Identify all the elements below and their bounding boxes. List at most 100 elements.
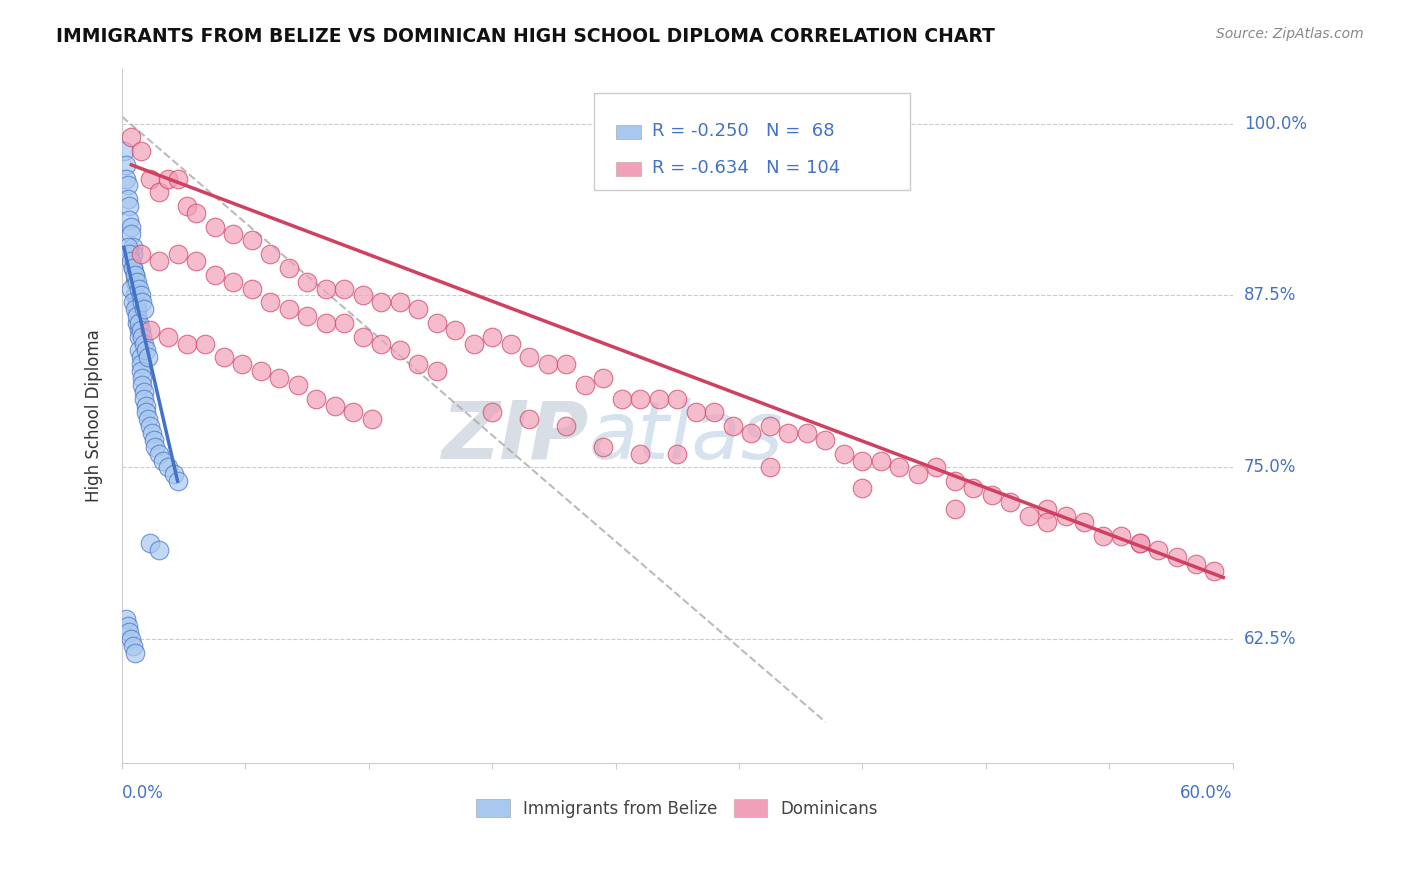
- Point: [129, 364, 152, 378]
- Point: [1000, 495, 1022, 509]
- Point: [370, 336, 392, 351]
- Point: [139, 536, 162, 550]
- Point: [124, 288, 146, 302]
- Point: [231, 357, 253, 371]
- Point: [517, 412, 540, 426]
- Point: [204, 219, 226, 234]
- Point: [352, 330, 374, 344]
- Point: [141, 425, 163, 440]
- Point: [444, 323, 467, 337]
- Point: [117, 192, 139, 206]
- Point: [259, 247, 281, 261]
- Point: [889, 460, 911, 475]
- Point: [157, 330, 180, 344]
- Text: ZIP: ZIP: [441, 398, 589, 475]
- Bar: [616, 126, 641, 139]
- Point: [131, 371, 153, 385]
- Point: [1111, 529, 1133, 543]
- Point: [537, 357, 560, 371]
- Point: [166, 474, 188, 488]
- Point: [240, 282, 263, 296]
- Point: [120, 130, 142, 145]
- Point: [406, 357, 429, 371]
- Point: [759, 460, 782, 475]
- Point: [295, 275, 318, 289]
- Point: [406, 302, 429, 317]
- Y-axis label: High School Diploma: High School Diploma: [86, 329, 103, 502]
- Point: [1147, 543, 1170, 558]
- Point: [134, 392, 156, 406]
- Point: [277, 302, 299, 317]
- Text: 87.5%: 87.5%: [1244, 286, 1296, 304]
- Point: [592, 371, 614, 385]
- Point: [114, 612, 136, 626]
- Point: [426, 364, 449, 378]
- Point: [212, 351, 235, 365]
- Point: [148, 447, 170, 461]
- Point: [295, 309, 318, 323]
- Point: [135, 405, 157, 419]
- Point: [122, 295, 145, 310]
- Point: [124, 275, 146, 289]
- Point: [481, 330, 503, 344]
- Point: [666, 392, 689, 406]
- Point: [136, 412, 159, 426]
- Point: [628, 447, 651, 461]
- Point: [129, 247, 152, 261]
- Text: 100.0%: 100.0%: [1244, 114, 1306, 133]
- Point: [370, 295, 392, 310]
- Point: [124, 646, 146, 660]
- Point: [703, 405, 725, 419]
- Point: [943, 474, 966, 488]
- Point: [122, 639, 145, 653]
- Point: [118, 625, 141, 640]
- Point: [305, 392, 328, 406]
- Point: [222, 227, 245, 241]
- Point: [555, 357, 578, 371]
- Point: [124, 302, 146, 317]
- Point: [157, 460, 180, 475]
- FancyBboxPatch shape: [593, 93, 911, 190]
- Point: [323, 399, 346, 413]
- Point: [648, 392, 671, 406]
- Point: [352, 288, 374, 302]
- Point: [134, 384, 156, 399]
- Point: [166, 247, 188, 261]
- Point: [125, 309, 148, 323]
- Text: 0.0%: 0.0%: [122, 784, 165, 802]
- Point: [925, 460, 948, 475]
- Point: [1036, 516, 1059, 530]
- Point: [610, 392, 633, 406]
- Point: [1129, 536, 1152, 550]
- Point: [117, 178, 139, 193]
- Point: [628, 392, 651, 406]
- Point: [796, 425, 818, 440]
- Point: [962, 481, 984, 495]
- Text: 62.5%: 62.5%: [1244, 631, 1296, 648]
- Point: [131, 295, 153, 310]
- Point: [666, 447, 689, 461]
- Point: [139, 323, 162, 337]
- Point: [184, 206, 207, 220]
- Point: [148, 254, 170, 268]
- Point: [222, 275, 245, 289]
- Text: 75.0%: 75.0%: [1244, 458, 1296, 476]
- Point: [112, 144, 135, 158]
- Point: [135, 343, 157, 358]
- Text: 60.0%: 60.0%: [1180, 784, 1233, 802]
- Point: [851, 481, 873, 495]
- Point: [114, 158, 136, 172]
- Point: [129, 351, 152, 365]
- Point: [134, 336, 156, 351]
- Point: [145, 440, 167, 454]
- Point: [139, 171, 162, 186]
- Point: [135, 399, 157, 413]
- Point: [122, 247, 145, 261]
- Point: [129, 357, 152, 371]
- Point: [166, 171, 188, 186]
- Point: [184, 254, 207, 268]
- Point: [1129, 536, 1152, 550]
- Point: [120, 254, 142, 268]
- Point: [148, 543, 170, 558]
- Point: [388, 343, 411, 358]
